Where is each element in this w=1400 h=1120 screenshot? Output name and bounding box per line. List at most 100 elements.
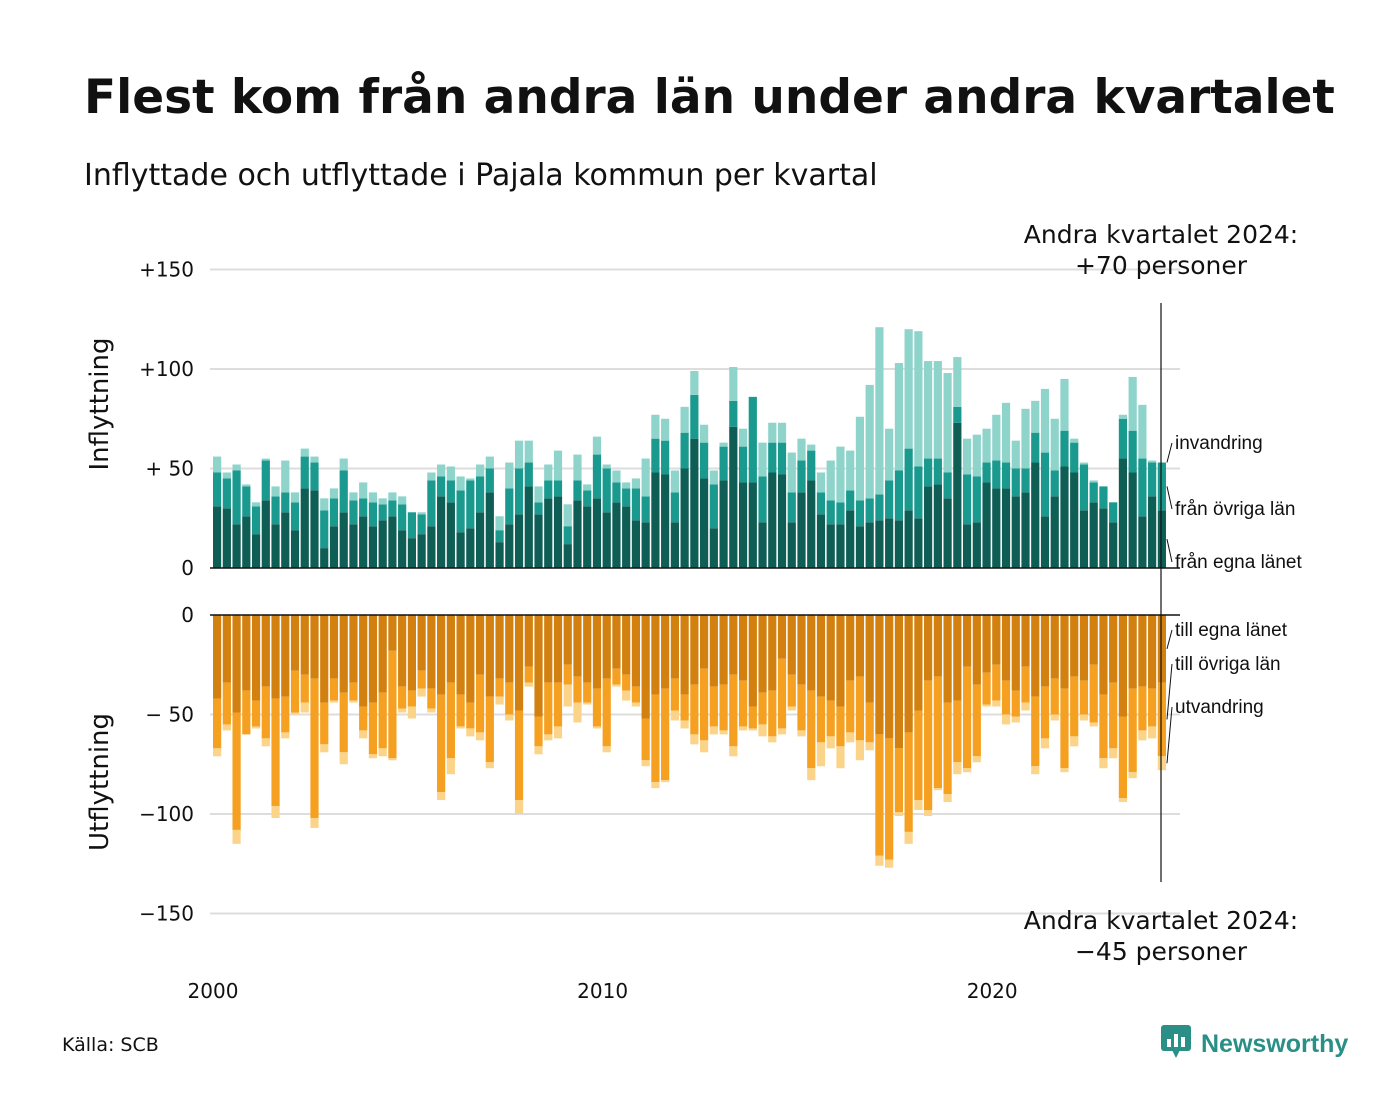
- bar-segment: [700, 478, 709, 568]
- bar-segment: [875, 615, 884, 735]
- bar-segment: [1118, 418, 1128, 459]
- bar-segment: [914, 518, 923, 568]
- bar-segment: [855, 500, 865, 527]
- y-tick-label: 0: [181, 603, 194, 627]
- bar-segment: [875, 520, 884, 568]
- bar-segment: [631, 478, 641, 489]
- bar-segment: [797, 438, 806, 461]
- bar-segment: [690, 615, 699, 685]
- bar-segment: [1001, 402, 1011, 463]
- bar-segment: [982, 462, 991, 483]
- bar-segment: [661, 615, 670, 689]
- bar-segment: [407, 615, 416, 691]
- bar-segment: [1148, 462, 1157, 497]
- bar-segment: [651, 782, 660, 789]
- bar-segment: [1050, 714, 1059, 721]
- bar-segment: [1089, 480, 1098, 483]
- bar-segment: [417, 514, 426, 535]
- bar-segment: [495, 615, 504, 679]
- bar-segment: [475, 732, 485, 741]
- bar-segment: [758, 522, 767, 568]
- bar-segment: [329, 488, 339, 499]
- bar-segment: [982, 428, 991, 463]
- bar-segment: [446, 480, 455, 503]
- bar-segment: [690, 438, 699, 568]
- bar-segment: [787, 674, 796, 707]
- bar-segment: [242, 615, 251, 691]
- bar-segment: [631, 702, 641, 707]
- bar-segment: [573, 702, 582, 723]
- bar-segment: [1128, 472, 1137, 568]
- bar-segment: [992, 615, 1001, 665]
- bar-segment: [612, 470, 621, 483]
- bar-segment: [924, 680, 933, 811]
- bar-segment: [612, 615, 621, 669]
- bar-segment: [310, 817, 319, 828]
- bar-segment: [661, 780, 670, 783]
- bar-segment: [855, 740, 865, 761]
- bar-segment: [456, 532, 465, 568]
- bar-segment: [748, 396, 757, 483]
- bar-segment: [1070, 736, 1079, 747]
- bar-segment: [583, 682, 592, 703]
- bar-segment: [1060, 615, 1069, 689]
- bar-segment: [1011, 690, 1020, 717]
- bar-segment: [232, 464, 241, 471]
- bar-segment: [1099, 694, 1108, 759]
- bar-segment: [729, 615, 738, 675]
- bar-segment: [1099, 758, 1108, 769]
- bar-segment: [398, 496, 407, 505]
- bar-segment: [875, 494, 884, 521]
- bar-segment: [222, 682, 231, 725]
- bar-segment: [524, 615, 533, 667]
- bar-segment: [592, 688, 602, 727]
- bar-segment: [388, 758, 397, 761]
- bar-segment: [290, 712, 300, 715]
- bar-segment: [933, 484, 942, 568]
- bar-segment: [690, 370, 699, 395]
- bar-segment: [310, 456, 319, 463]
- bar-segment: [1040, 615, 1050, 687]
- y-axis-title-outflow: Utflyttning: [85, 713, 115, 851]
- bar-segment: [359, 706, 368, 731]
- bar-segment: [359, 730, 368, 739]
- bar-segment: [329, 678, 339, 701]
- bar-segment: [213, 472, 222, 507]
- bar-segment: [446, 502, 455, 568]
- bar-segment: [1109, 522, 1118, 568]
- bar-segment: [1138, 686, 1147, 731]
- bar-segment: [1118, 615, 1128, 717]
- bar-segment: [232, 829, 241, 844]
- bar-segment: [290, 670, 300, 713]
- bar-segment: [534, 514, 543, 568]
- bar-segment: [514, 514, 524, 568]
- bar-segment: [836, 524, 845, 568]
- bar-segment: [768, 472, 777, 568]
- bar-segment: [398, 504, 407, 531]
- bar-segment: [398, 530, 407, 568]
- bar-segment: [602, 464, 611, 469]
- bar-segment: [1089, 502, 1098, 568]
- bar-segment: [651, 694, 660, 783]
- bar-segment: [962, 615, 972, 667]
- bar-segment: [924, 458, 933, 487]
- bar-segment: [807, 690, 816, 769]
- bar-segment: [729, 746, 738, 757]
- bar-segment: [427, 480, 436, 527]
- bar-segment: [680, 468, 689, 568]
- bar-segment: [475, 615, 485, 675]
- bar-segment: [534, 502, 543, 515]
- bar-segment: [661, 440, 670, 475]
- bar-segment: [875, 855, 884, 866]
- brand-logo[interactable]: Newsworthy: [1161, 1025, 1348, 1063]
- bar-segment: [914, 800, 923, 811]
- series-label-leader: [1166, 486, 1173, 510]
- bar-segment: [290, 615, 300, 671]
- bar-segment: [865, 384, 874, 499]
- bar-segment: [329, 526, 339, 568]
- bar-segment: [553, 450, 563, 481]
- bar-segment: [583, 702, 592, 705]
- bar-segment: [281, 512, 290, 568]
- bar-segment: [271, 496, 280, 525]
